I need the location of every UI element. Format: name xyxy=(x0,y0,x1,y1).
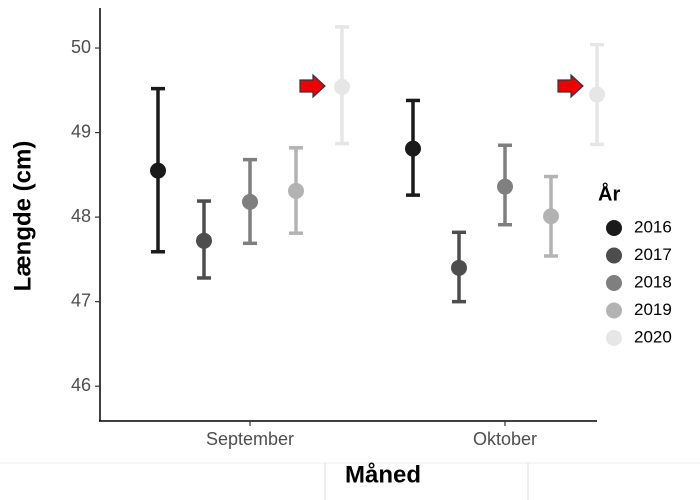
point xyxy=(242,193,258,210)
legend-marker xyxy=(606,302,622,319)
legend-marker xyxy=(606,330,622,346)
x-axis-title: Måned xyxy=(345,461,421,488)
legend-marker xyxy=(606,220,622,236)
y-axis-title: Længde (cm) xyxy=(9,141,36,292)
point xyxy=(196,232,212,249)
point xyxy=(288,182,304,199)
legend-marker xyxy=(606,247,622,264)
y-tick-label: 46 xyxy=(71,375,91,395)
point xyxy=(150,162,166,179)
y-tick-label: 49 xyxy=(71,121,91,141)
point xyxy=(334,78,350,95)
arrow-annotation xyxy=(557,73,584,99)
legend-label: 2018 xyxy=(634,272,672,291)
legend-title: År xyxy=(598,181,620,205)
legend-marker xyxy=(606,275,622,291)
x-tick-label: September xyxy=(206,429,294,449)
y-tick-label: 47 xyxy=(71,290,91,310)
legend-label: 2019 xyxy=(634,300,672,319)
y-tick-label: 50 xyxy=(71,37,91,57)
point xyxy=(405,140,421,157)
legend-label: 2017 xyxy=(634,245,672,264)
y-tick-label: 48 xyxy=(71,206,91,226)
arrow-annotation xyxy=(299,73,326,99)
legend-label: 2016 xyxy=(634,217,672,236)
point xyxy=(451,259,467,276)
x-tick-label: Oktober xyxy=(473,429,537,449)
point xyxy=(497,178,513,195)
point xyxy=(543,208,559,225)
point xyxy=(589,86,605,103)
legend-label: 2020 xyxy=(634,327,672,346)
